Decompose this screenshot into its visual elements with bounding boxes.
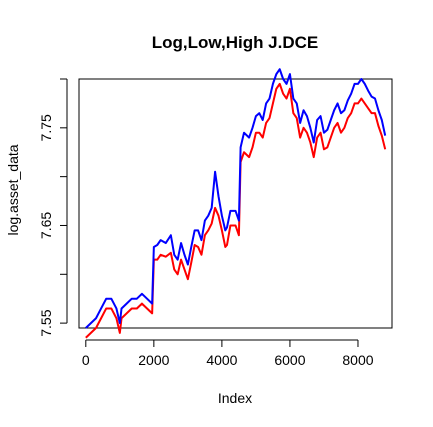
- series-1: [85, 68, 387, 329]
- series-line-1: [85, 68, 387, 329]
- plot-area-frame: [78, 78, 393, 329]
- x-axis-label: Index: [218, 390, 252, 406]
- x-tick-label: 8000: [342, 352, 373, 368]
- series-0: [85, 82, 387, 339]
- series-line-0: [85, 82, 387, 339]
- x-tick-label: 2000: [138, 352, 169, 368]
- x-tick-label: 6000: [274, 352, 305, 368]
- x-tick-label: 4000: [206, 352, 237, 368]
- y-axis-label: log.asset_data: [5, 144, 21, 235]
- x-tick-label: 0: [82, 352, 90, 368]
- chart-title: Log,Low,High J.DCE: [152, 33, 319, 52]
- x-axis: 0 2000 4000 6000 8000: [82, 339, 374, 368]
- y-tick-label: 7.75: [38, 114, 54, 141]
- series-layer: [85, 68, 387, 339]
- y-tick-label: 7.55: [38, 309, 54, 336]
- y-tick-label: 7.65: [38, 212, 54, 239]
- y-axis: 7.55 7.65 7.75: [38, 78, 68, 337]
